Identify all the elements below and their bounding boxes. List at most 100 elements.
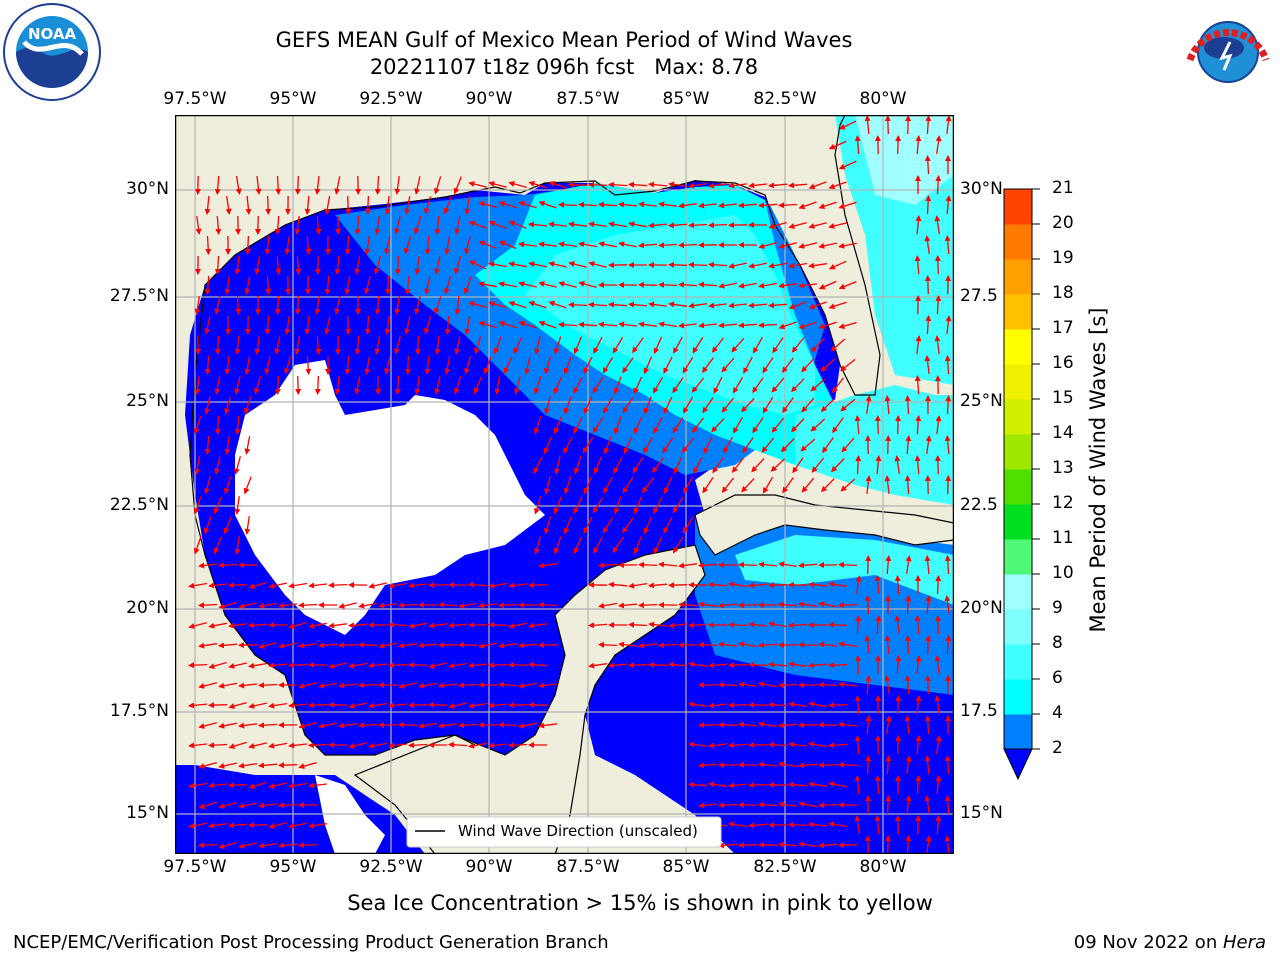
nws-logo	[1178, 2, 1278, 102]
wind-wave-arrow	[528, 622, 547, 629]
wind-wave-arrow	[698, 601, 717, 608]
wind-wave-arrow	[538, 562, 557, 569]
wind-wave-arrow	[228, 582, 248, 589]
wind-wave-arrow	[648, 621, 667, 628]
wind-wave-arrow	[711, 337, 725, 353]
wind-wave-arrow	[213, 536, 223, 555]
wind-wave-arrow	[193, 536, 202, 555]
wind-wave-arrow	[818, 321, 837, 330]
wind-wave-arrow	[208, 582, 227, 589]
wind-wave-arrow	[433, 296, 442, 315]
wind-wave-arrow	[268, 702, 288, 709]
wind-wave-arrow	[264, 356, 271, 375]
wind-wave-arrow	[838, 242, 857, 249]
credit-text: NCEP/EMC/Verification Post Processing Pr…	[13, 932, 609, 953]
wind-wave-arrow	[458, 602, 478, 609]
wind-wave-arrow	[698, 202, 717, 209]
colorbar-extend	[1003, 748, 1033, 781]
wind-wave-arrow	[668, 222, 688, 229]
wind-wave-arrow	[728, 662, 748, 669]
wind-wave-arrow	[404, 316, 411, 335]
wind-wave-arrow	[924, 675, 931, 695]
wind-wave-arrow	[682, 517, 694, 534]
wind-wave-arrow	[234, 415, 241, 435]
wind-wave-arrow	[788, 182, 808, 189]
wind-wave-arrow	[885, 715, 892, 734]
lat-label-left: 30°N	[126, 179, 169, 199]
wind-wave-arrow	[538, 281, 557, 288]
wind-wave-arrow	[573, 536, 583, 555]
wind-wave-arrow	[305, 235, 312, 255]
wind-wave-arrow	[832, 417, 844, 434]
wind-wave-arrow	[593, 336, 603, 354]
wind-wave-arrow	[831, 377, 844, 394]
wind-wave-arrow	[788, 661, 807, 668]
wind-wave-arrow	[698, 641, 718, 648]
wind-wave-arrow	[578, 321, 598, 328]
wind-wave-arrow	[855, 575, 862, 594]
wind-wave-arrow	[234, 335, 241, 355]
date-label: 09 Nov 2022 on	[1073, 932, 1223, 953]
wind-wave-arrow	[508, 742, 528, 749]
wind-wave-arrow	[404, 276, 411, 295]
wind-wave-arrow	[243, 476, 252, 495]
wind-wave-arrow	[214, 175, 221, 195]
wind-wave-arrow	[758, 282, 778, 289]
wind-wave-arrow	[718, 842, 738, 849]
wind-wave-arrow	[768, 701, 788, 708]
wind-wave-arrow	[408, 582, 427, 589]
wind-wave-arrow	[278, 642, 297, 649]
wind-wave-arrow	[778, 202, 798, 209]
colorbar-tick-label: 6	[1052, 668, 1063, 688]
wind-wave-arrow	[925, 595, 932, 615]
wind-wave-arrow	[808, 581, 828, 588]
wind-wave-arrow	[444, 235, 451, 255]
wind-wave-arrow	[808, 821, 828, 828]
wind-wave-arrow	[434, 215, 441, 235]
wind-wave-arrow	[204, 195, 211, 215]
wind-wave-arrow	[308, 582, 327, 589]
wind-wave-arrow	[508, 702, 528, 709]
wind-wave-arrow	[828, 301, 847, 310]
wind-wave-arrow	[810, 378, 826, 392]
wind-wave-arrow	[448, 741, 468, 748]
wind-wave-arrow	[583, 516, 593, 534]
wind-wave-arrow	[518, 682, 538, 689]
lat-label-left: 15°N	[126, 803, 169, 823]
wind-wave-arrow	[838, 561, 858, 568]
wind-wave-arrow	[264, 315, 271, 335]
wind-wave-arrow	[553, 496, 562, 515]
wind-wave-arrow	[324, 195, 331, 215]
wind-wave-arrow	[875, 455, 882, 475]
wind-wave-arrow	[718, 721, 738, 728]
wind-wave-arrow	[553, 416, 563, 435]
colorbar-label: Mean Period of Wind Waves [s]	[1086, 307, 1110, 633]
colorbar-tick-label: 8	[1052, 633, 1063, 653]
wind-wave-arrow	[668, 622, 687, 629]
wind-wave-arrow	[583, 476, 593, 495]
colorbar-segment	[1004, 539, 1032, 575]
wind-wave-arrow	[638, 561, 658, 568]
wind-wave-arrow	[258, 802, 277, 809]
wind-wave-arrow	[885, 795, 892, 815]
wind-wave-arrow	[354, 256, 361, 275]
wind-wave-arrow	[458, 641, 478, 648]
wind-wave-arrow	[204, 355, 211, 375]
wind-wave-arrow	[768, 302, 788, 309]
wind-wave-arrow	[658, 242, 678, 249]
colorbar-tick-label: 20	[1052, 213, 1074, 233]
wind-wave-arrow	[840, 478, 856, 492]
wind-wave-arrow	[428, 622, 447, 629]
wind-wave-arrow	[268, 822, 287, 829]
wind-wave-arrow	[194, 376, 201, 395]
wind-wave-arrow	[758, 642, 778, 649]
wind-wave-arrow	[573, 336, 583, 355]
wind-wave-arrow	[308, 622, 327, 629]
wind-wave-arrow	[198, 761, 217, 769]
wind-wave-arrow	[358, 682, 378, 689]
wind-wave-arrow	[278, 602, 297, 609]
wind-wave-arrow	[875, 615, 882, 635]
wind-wave-arrow	[608, 301, 628, 308]
wind-wave-arrow	[798, 762, 818, 769]
colorbar-tick-label: 16	[1052, 353, 1074, 373]
